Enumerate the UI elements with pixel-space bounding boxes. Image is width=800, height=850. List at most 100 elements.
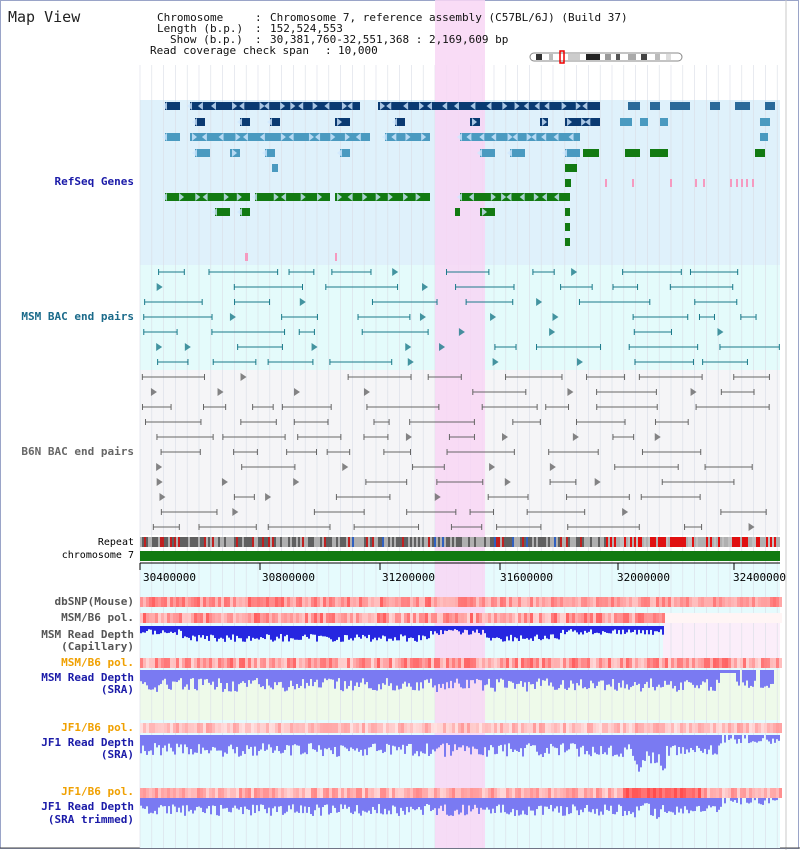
heat-cell <box>689 788 692 798</box>
depth-bar <box>398 670 400 690</box>
depth-bar <box>608 735 610 748</box>
heat-cell <box>551 597 554 607</box>
bac-end-marker <box>690 388 697 396</box>
heat-cell <box>647 658 650 668</box>
heat-cell <box>326 658 329 668</box>
heat-cell <box>734 788 737 798</box>
track-label-jf1-depth-sra-1[interactable]: JF1 Read Depth <box>41 736 134 749</box>
heat-cell <box>614 658 617 668</box>
heat-cell <box>659 613 662 623</box>
heat-cell <box>407 597 410 607</box>
depth-bar <box>152 626 154 635</box>
heat-cell <box>590 613 593 623</box>
repeat-mark <box>384 537 386 547</box>
gene-arrow <box>392 118 397 126</box>
depth-bar <box>394 735 396 747</box>
heat-cell <box>299 613 302 623</box>
heat-cell <box>659 597 662 607</box>
depth-bar <box>250 626 252 641</box>
depth-bar <box>256 626 258 639</box>
heat-cell <box>332 597 335 607</box>
heat-cell <box>143 658 146 668</box>
heat-cell <box>557 597 560 607</box>
heat-cell <box>647 788 650 798</box>
track-label-b6n-bac[interactable]: B6N BAC end pairs <box>21 445 134 458</box>
track-label-msm-pol-1[interactable]: MSM/B6 pol. <box>61 611 134 624</box>
depth-bar <box>262 798 264 805</box>
depth-bar <box>540 735 542 755</box>
track-label-msm-depth-cap-1[interactable]: MSM Read Depth <box>41 628 134 641</box>
heat-cell <box>341 658 344 668</box>
depth-bar <box>206 670 208 680</box>
track-label-jf1-pol-1[interactable]: JF1/B6 pol. <box>61 721 134 734</box>
depth-bar <box>616 670 618 691</box>
depth-bar <box>694 798 696 811</box>
heat-cell <box>170 658 173 668</box>
depth-bar <box>196 798 198 807</box>
gene-arrow <box>264 102 270 110</box>
depth-bar <box>672 798 674 813</box>
heat-cell <box>368 597 371 607</box>
heat-cell <box>419 613 422 623</box>
heat-cell <box>206 597 209 607</box>
depth-bar <box>338 670 340 679</box>
depth-bar <box>470 626 472 635</box>
heat-cell <box>362 597 365 607</box>
repeat-mark <box>620 537 622 547</box>
depth-bar <box>718 735 720 746</box>
depth-bar <box>276 670 278 686</box>
heat-cell <box>305 723 308 733</box>
heat-cell <box>644 788 647 798</box>
track-label-dbsnp[interactable]: dbSNP(Mouse) <box>54 595 134 608</box>
depth-bar <box>302 798 304 814</box>
track-label-msm-depth-sra-1[interactable]: MSM Read Depth <box>41 671 134 684</box>
heat-cell <box>500 658 503 668</box>
depth-bar <box>370 798 372 814</box>
depth-bar <box>426 670 428 680</box>
heat-cell <box>308 613 311 623</box>
depth-bar <box>740 798 742 805</box>
heat-cell <box>287 597 290 607</box>
track-label-repeat[interactable]: Repeat <box>97 537 134 548</box>
heat-cell <box>323 788 326 798</box>
track-label-refseq[interactable]: RefSeq Genes <box>54 175 134 188</box>
heat-cell <box>779 597 782 607</box>
repeat-mark <box>638 537 640 547</box>
depth-bar <box>404 670 406 682</box>
depth-bar <box>488 670 490 679</box>
heat-cell <box>710 788 713 798</box>
repeat-mark <box>634 537 636 547</box>
heat-cell <box>671 658 674 668</box>
depth-bar <box>600 626 602 635</box>
depth-bar <box>632 626 634 633</box>
depth-bar <box>656 798 658 819</box>
heat-cell <box>230 723 233 733</box>
heat-cell <box>644 613 647 623</box>
track-label-msm-pol-2[interactable]: MSM/B6 pol. <box>61 656 134 669</box>
gene-tick <box>736 179 738 187</box>
heat-cell <box>758 788 761 798</box>
heat-cell <box>482 788 485 798</box>
depth-bar <box>418 670 420 691</box>
depth-bar <box>522 626 524 639</box>
info-chromosome-value: Chromosome 7, reference assembly (C57BL/… <box>270 11 628 24</box>
depth-bar <box>736 670 738 682</box>
track-label-chromosome[interactable]: chromosome 7 <box>61 550 134 561</box>
repeat-mark <box>720 537 722 547</box>
depth-bar <box>494 670 496 692</box>
heat-cell <box>758 723 761 733</box>
depth-bar <box>250 798 252 816</box>
depth-bar <box>440 735 442 746</box>
track-label-msm-bac[interactable]: MSM BAC end pairs <box>21 310 134 323</box>
heat-cell <box>581 658 584 668</box>
depth-bar <box>206 735 208 751</box>
track-label-jf1-pol-2[interactable]: JF1/B6 pol. <box>61 785 134 798</box>
depth-bar <box>460 626 462 635</box>
track-label-jf1-depth-trim-1[interactable]: JF1 Read Depth <box>41 800 134 813</box>
depth-bar <box>352 735 354 749</box>
depth-bar <box>180 735 182 745</box>
repeat-mark <box>450 537 452 547</box>
depth-bar <box>566 798 568 808</box>
depth-bar <box>502 798 504 805</box>
